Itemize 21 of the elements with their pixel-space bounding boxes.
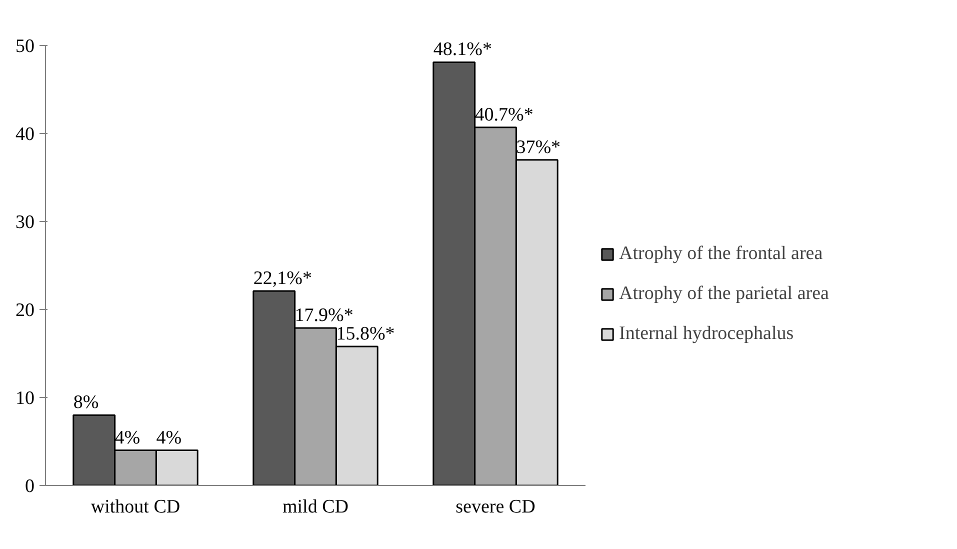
- data-label: 4%: [114, 427, 140, 448]
- legend-label: Atrophy of the parietal area: [619, 283, 829, 305]
- data-label: 22,1%*: [253, 268, 312, 290]
- y-tick-label: 0: [25, 476, 34, 497]
- data-label: 48.1%*: [433, 39, 492, 60]
- y-tick-label: 50: [16, 36, 34, 57]
- y-tick-label: 30: [16, 212, 34, 233]
- legend-label: Internal hydrocephalus: [619, 323, 794, 345]
- y-tick-label: 40: [16, 124, 34, 145]
- data-label: 8%: [73, 392, 99, 414]
- y-tick-label: 10: [16, 388, 34, 409]
- y-tick-label: 20: [16, 300, 34, 321]
- data-label: 4%: [156, 427, 182, 448]
- x-tick-label: without CD: [90, 496, 180, 518]
- x-tick-label: severe CD: [456, 496, 536, 518]
- data-label: 17.9%*: [294, 304, 354, 326]
- data-label: 37%*: [516, 136, 561, 158]
- data-label: 40.7%*: [474, 104, 534, 126]
- data-label: 15.8%*: [336, 323, 395, 344]
- x-tick-label: mild CD: [282, 496, 348, 518]
- legend-label: Atrophy of the frontal area: [619, 243, 823, 265]
